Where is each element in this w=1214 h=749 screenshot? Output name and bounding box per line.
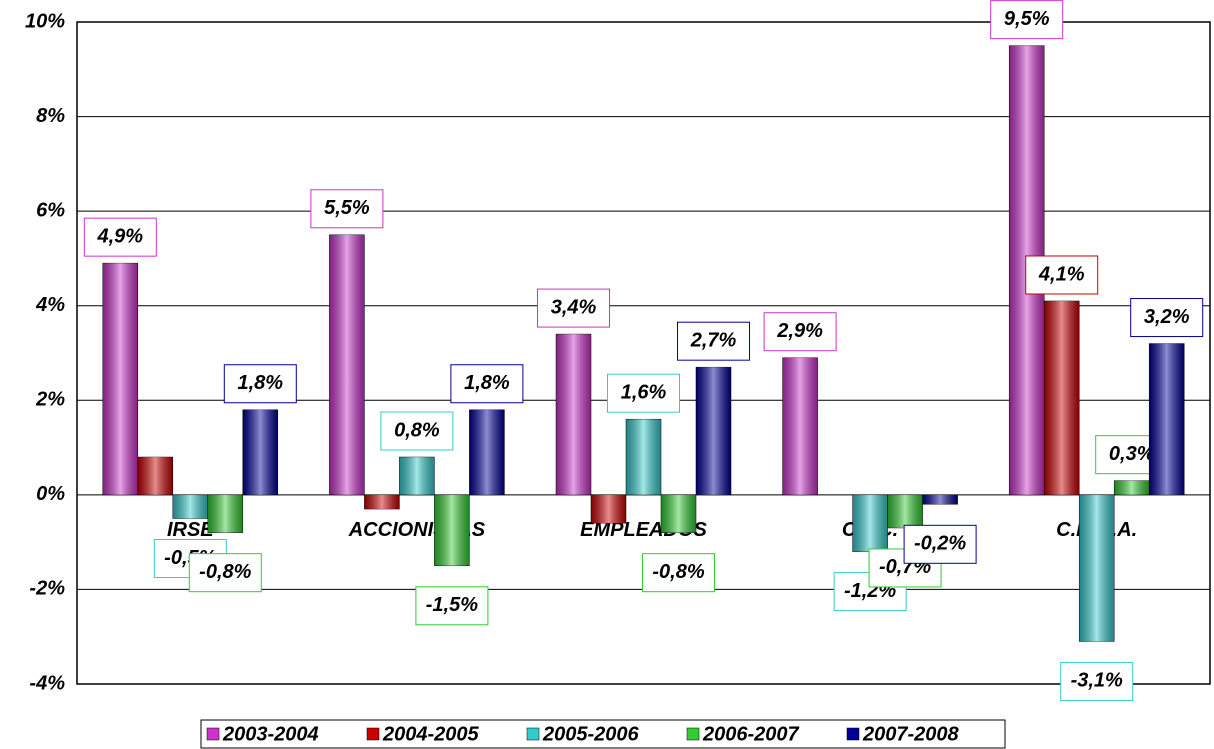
value-label-box <box>677 321 750 361</box>
legend-label: 2007-2008 <box>862 723 960 745</box>
legend-swatch <box>526 727 540 741</box>
y-tick-label: -2% <box>29 578 65 600</box>
legend-box <box>200 719 1006 749</box>
bar-shine <box>102 263 138 495</box>
bar-shine <box>1114 480 1150 495</box>
legend-swatch <box>366 727 380 741</box>
value-label-box <box>763 312 837 352</box>
bar-shine <box>399 457 435 495</box>
value-label-box <box>188 553 262 593</box>
value-label-box <box>223 364 297 404</box>
value-label: 1,8% <box>238 372 284 394</box>
bar-shine <box>207 494 243 533</box>
value-label: 2,9% <box>776 320 823 342</box>
bar-shine <box>1079 494 1115 642</box>
y-tick-label: 0% <box>36 483 65 505</box>
bar-shine <box>696 367 731 495</box>
value-label-box <box>903 524 977 564</box>
value-label-box <box>1025 255 1099 295</box>
legend-swatch <box>206 727 220 741</box>
bar-shine <box>1149 343 1185 495</box>
value-label-box <box>642 553 715 593</box>
bar-shine <box>469 409 505 495</box>
bar-shine <box>434 494 470 566</box>
value-label-box <box>537 288 610 328</box>
value-label: 1,6% <box>621 381 667 403</box>
y-tick-label: 2% <box>35 389 65 411</box>
bar-shine <box>626 419 661 495</box>
y-tick-label: 6% <box>36 199 65 221</box>
bar-shine <box>556 334 591 495</box>
value-label: 9,5% <box>1004 8 1050 30</box>
value-label: -3,1% <box>1071 670 1123 692</box>
bar-shine <box>364 494 400 510</box>
value-label: 4,1% <box>1038 263 1085 285</box>
value-label: 0,8% <box>394 419 440 441</box>
legend-label: 2005-2006 <box>542 723 640 745</box>
bar-shine <box>661 494 696 533</box>
value-label-box <box>990 0 1064 40</box>
value-label: 2,7% <box>690 329 737 351</box>
bar-shine <box>922 494 958 505</box>
value-label: -0,2% <box>914 533 966 555</box>
bar-shine <box>887 494 923 528</box>
value-label-box <box>1130 298 1204 338</box>
value-label-box <box>450 364 524 404</box>
legend-swatch <box>686 727 700 741</box>
y-tick-label: 10% <box>25 10 65 32</box>
value-label-box <box>83 217 157 257</box>
value-label-box <box>607 373 680 413</box>
value-label: -1,5% <box>426 594 478 616</box>
value-label-box <box>1060 661 1134 701</box>
value-label: 4,9% <box>97 225 144 247</box>
y-tick-label: 8% <box>36 105 65 127</box>
x-tick-label: IRSE <box>167 519 214 541</box>
legend-swatch <box>846 727 860 741</box>
bar-shine <box>782 357 818 495</box>
value-label: -0,8% <box>199 561 251 583</box>
y-tick-label: 4% <box>35 294 65 316</box>
value-label-box <box>380 411 454 451</box>
plot-border <box>76 21 1211 685</box>
bar-shine <box>329 234 365 495</box>
bar-shine <box>1044 300 1080 495</box>
value-label: 0,3% <box>1109 443 1155 465</box>
value-label-box <box>310 189 384 229</box>
legend-label: 2004-2005 <box>382 723 480 745</box>
value-label: 1,8% <box>464 372 510 394</box>
bar-shine <box>137 457 173 495</box>
bar-shine <box>591 494 626 524</box>
bar-shine <box>852 494 888 552</box>
bar-shine <box>242 409 278 495</box>
value-label: 3,4% <box>551 296 597 318</box>
y-tick-label: -4% <box>29 672 65 694</box>
value-label: -0,8% <box>652 561 704 583</box>
value-label-box <box>415 586 489 626</box>
bar-shine <box>172 494 208 519</box>
legend-label: 2003-2004 <box>222 723 319 745</box>
legend-label: 2006-2007 <box>702 723 800 745</box>
value-label: 3,2% <box>1144 306 1190 328</box>
value-label: 5,5% <box>324 197 370 219</box>
